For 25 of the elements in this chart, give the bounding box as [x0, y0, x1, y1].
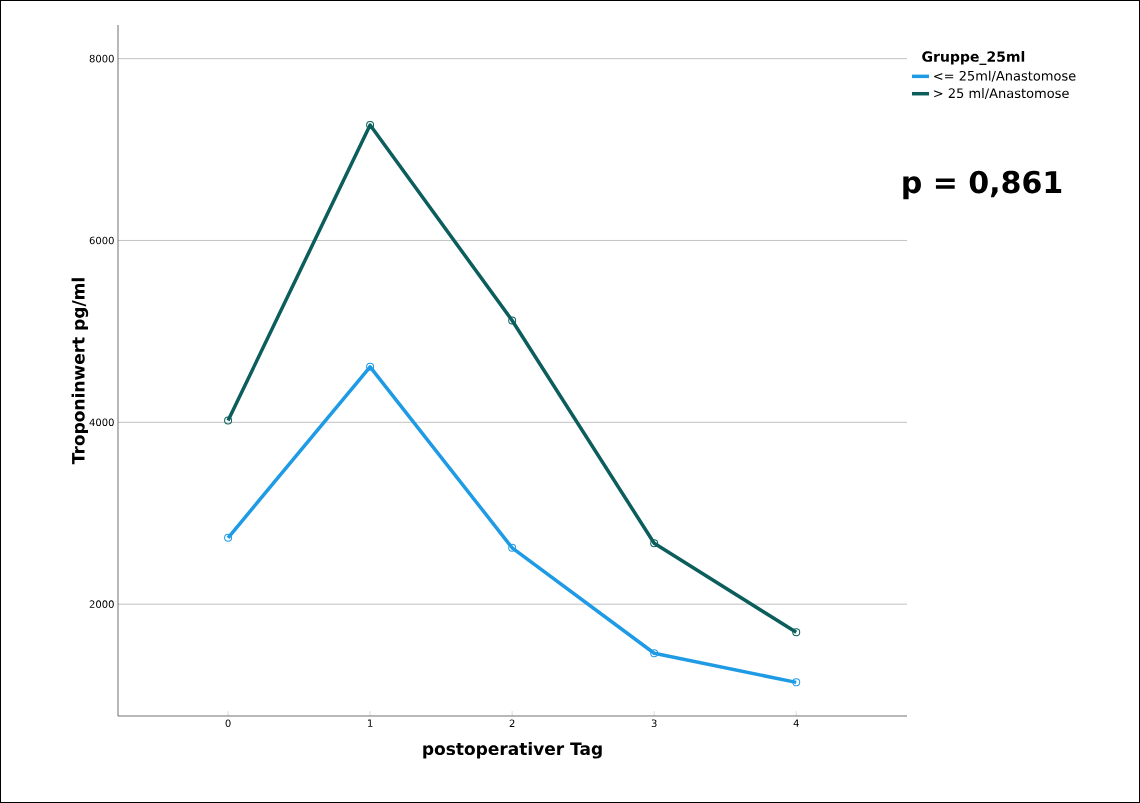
- y-tick-label: 4000: [89, 418, 114, 427]
- y-tick-label: 8000: [89, 54, 114, 63]
- x-tick-label: 2: [509, 719, 515, 727]
- point: [792, 678, 801, 687]
- x-axis-title: postoperativer Tag: [423, 741, 602, 759]
- point: [508, 316, 517, 325]
- legend-label: > 25 ml/Anastomose: [934, 88, 1069, 100]
- legend-title: Gruppe_25ml: [922, 51, 1025, 65]
- y-tick-label: 6000: [89, 236, 114, 245]
- point: [650, 539, 659, 548]
- point: [224, 533, 233, 542]
- point: [366, 362, 375, 371]
- x-tick-label: 4: [793, 719, 799, 727]
- y-axis-title: Troponinwert pg/ml: [71, 278, 89, 465]
- point: [650, 649, 659, 658]
- point: [508, 543, 517, 552]
- point: [366, 121, 375, 129]
- annotation: p = 0,861: [903, 170, 1062, 200]
- y-tick-label: 2000: [89, 600, 114, 608]
- point: [792, 628, 801, 637]
- point: [224, 416, 233, 425]
- x-tick-label: 1: [368, 719, 373, 727]
- x-tick-label: 0: [225, 719, 231, 728]
- legend-label: <= 25ml/Anastomose: [934, 70, 1076, 82]
- x-tick-label: 3: [651, 719, 657, 728]
